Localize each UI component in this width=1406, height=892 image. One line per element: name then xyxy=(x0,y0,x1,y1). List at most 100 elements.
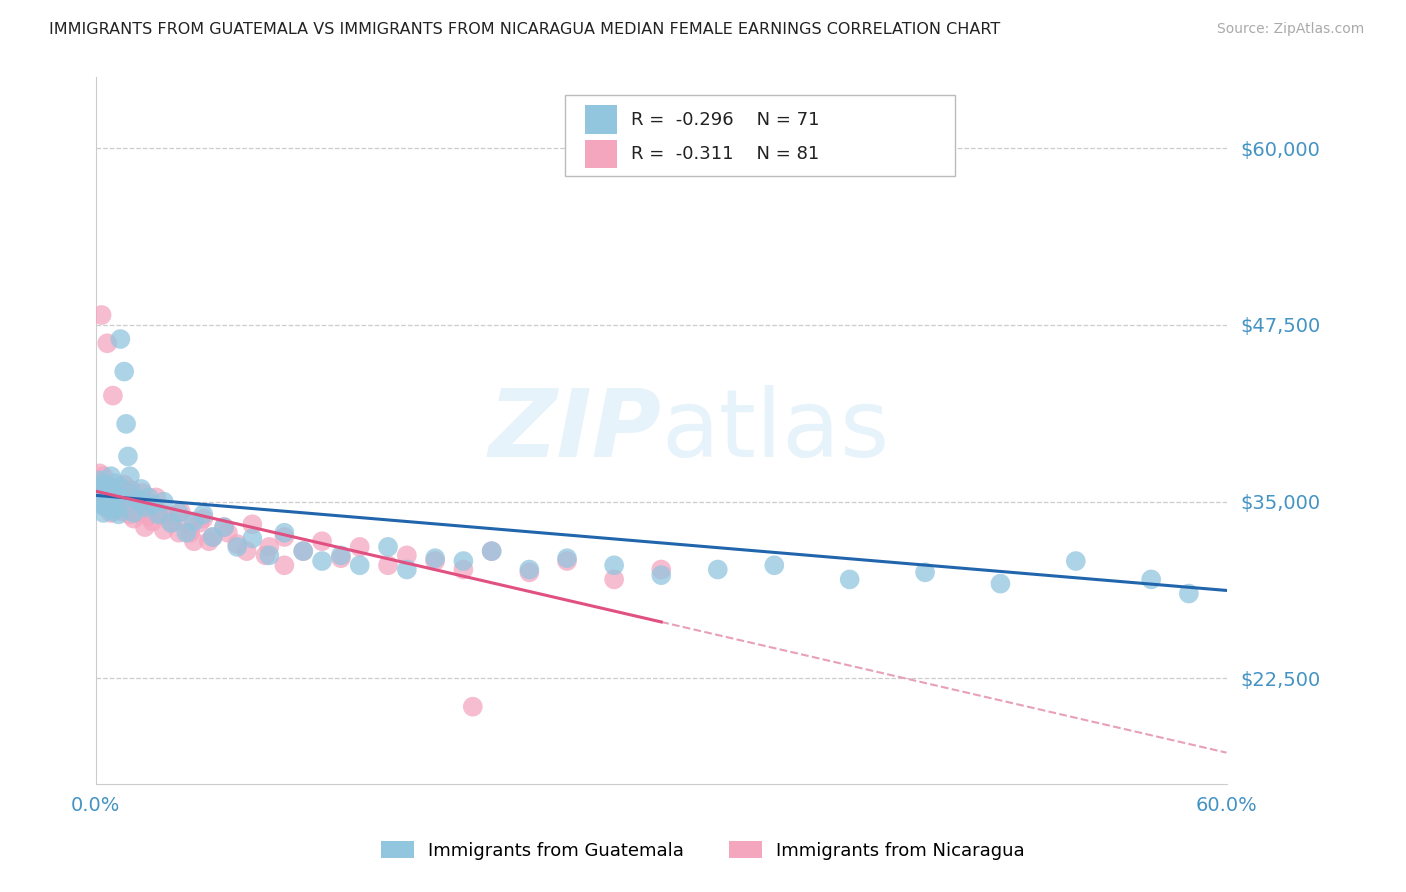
Point xyxy=(179,525,201,540)
Point xyxy=(101,388,124,402)
Point xyxy=(641,134,664,148)
Point xyxy=(89,474,111,488)
Point xyxy=(94,486,117,500)
Point xyxy=(1178,586,1201,600)
Point xyxy=(146,508,169,522)
Point xyxy=(517,566,540,580)
Text: R =  -0.296    N = 71: R = -0.296 N = 71 xyxy=(631,111,820,128)
Point xyxy=(481,544,503,558)
Point xyxy=(98,493,121,508)
Point xyxy=(111,491,134,506)
Point xyxy=(990,576,1012,591)
Point xyxy=(101,486,124,500)
Point xyxy=(122,511,145,525)
Point xyxy=(117,489,139,503)
Point xyxy=(107,508,129,522)
Point xyxy=(127,506,149,520)
Point xyxy=(127,491,149,506)
Point xyxy=(100,491,122,505)
Point xyxy=(259,540,281,554)
Point xyxy=(93,491,115,506)
Point xyxy=(377,558,399,573)
Point xyxy=(603,558,626,573)
Point xyxy=(96,493,118,508)
Point xyxy=(226,537,249,551)
Point xyxy=(90,487,112,501)
Point xyxy=(183,534,205,549)
Point xyxy=(145,491,167,505)
FancyBboxPatch shape xyxy=(565,95,955,177)
Point xyxy=(87,477,110,491)
Point xyxy=(118,508,141,522)
Point xyxy=(104,484,127,499)
Point xyxy=(198,534,221,549)
Point xyxy=(193,508,215,522)
Text: atlas: atlas xyxy=(661,385,890,477)
Point xyxy=(115,417,138,431)
Point xyxy=(90,487,112,501)
Text: Source: ZipAtlas.com: Source: ZipAtlas.com xyxy=(1216,22,1364,37)
Point xyxy=(170,504,193,518)
Point xyxy=(93,506,115,520)
Point xyxy=(112,501,135,516)
Point xyxy=(93,469,115,483)
Point xyxy=(292,544,315,558)
Point xyxy=(160,516,183,530)
Point xyxy=(98,501,121,516)
Point xyxy=(122,506,145,520)
Point xyxy=(176,525,198,540)
Point xyxy=(555,551,578,566)
Point xyxy=(89,491,111,506)
Point xyxy=(96,498,118,512)
Point xyxy=(188,516,211,530)
Point xyxy=(93,487,115,501)
Point xyxy=(129,482,152,496)
Point xyxy=(273,530,295,544)
Point xyxy=(395,549,418,563)
Point xyxy=(838,573,860,587)
Point xyxy=(349,540,371,554)
Point xyxy=(138,491,160,505)
Point xyxy=(105,489,128,503)
Point xyxy=(118,483,141,498)
Point xyxy=(152,494,174,508)
Point xyxy=(377,540,399,554)
Point xyxy=(132,486,155,500)
Point xyxy=(117,450,139,464)
Point xyxy=(100,496,122,510)
Point xyxy=(104,476,127,491)
Point xyxy=(141,498,163,512)
Point xyxy=(152,523,174,537)
Point xyxy=(201,530,224,544)
Point xyxy=(240,532,263,546)
Point xyxy=(112,477,135,491)
Point xyxy=(167,525,190,540)
Point xyxy=(138,508,160,523)
Point xyxy=(176,516,198,530)
Point xyxy=(101,494,124,508)
Point xyxy=(118,469,141,483)
Point xyxy=(96,491,118,505)
Point xyxy=(461,699,484,714)
Point xyxy=(121,483,143,498)
Point xyxy=(240,517,263,532)
Point xyxy=(914,566,936,580)
Point xyxy=(650,562,672,576)
Point xyxy=(160,508,183,523)
Point xyxy=(152,508,174,522)
Point xyxy=(107,500,129,515)
Point xyxy=(105,491,128,506)
Point xyxy=(89,483,111,498)
Point xyxy=(89,467,111,481)
Point xyxy=(90,498,112,512)
Point xyxy=(104,498,127,512)
Point xyxy=(254,549,277,563)
Point xyxy=(134,520,156,534)
Point xyxy=(517,562,540,576)
Point xyxy=(127,493,149,508)
Point xyxy=(763,558,786,573)
Point xyxy=(94,500,117,515)
Point xyxy=(650,568,672,582)
Point xyxy=(141,515,163,529)
Point xyxy=(100,506,122,520)
